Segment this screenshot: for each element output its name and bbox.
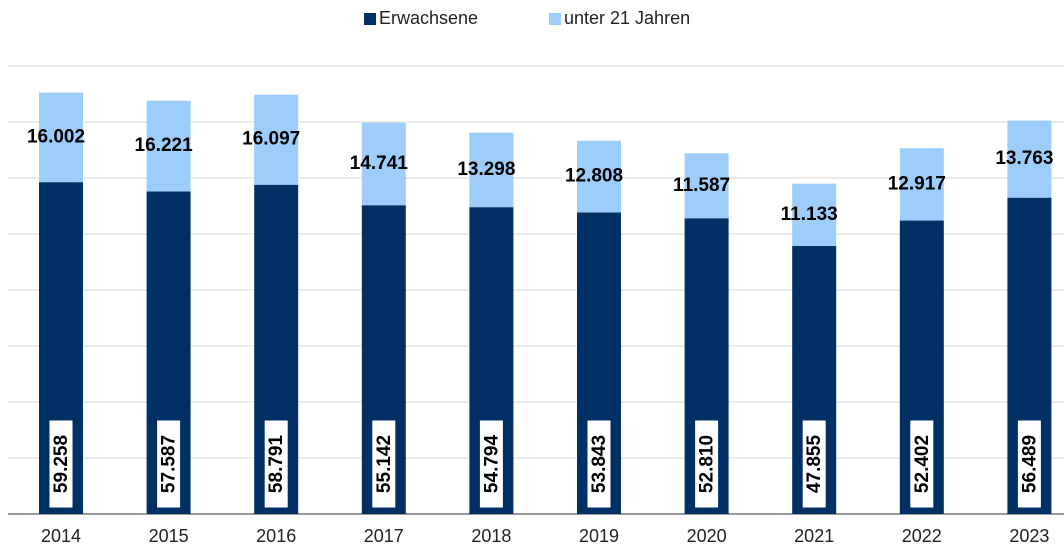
value-label: 16.097: [242, 129, 300, 150]
bar-segment: [469, 132, 514, 208]
legend-label: Erwachsene: [379, 8, 478, 28]
value-label-text: 57.587: [159, 435, 180, 493]
value-label-text: 52.402: [912, 435, 933, 493]
value-label: 47.855: [801, 419, 827, 509]
value-label-text: 54.794: [481, 435, 502, 494]
x-tick-label: 2016: [256, 526, 296, 546]
value-label-text: 58.791: [266, 435, 287, 494]
value-label-text: 56.489: [1019, 435, 1040, 493]
bar-segment: [1007, 120, 1052, 198]
value-label: 57.587: [156, 419, 182, 509]
value-label: 59.258: [48, 419, 74, 509]
bar-segment: [146, 100, 191, 192]
legend-swatch: [549, 13, 561, 25]
value-label-box: [909, 419, 935, 509]
value-label: 53.843: [586, 419, 612, 509]
value-label-text: 53.843: [589, 435, 610, 493]
value-label: 13.298: [457, 159, 515, 180]
value-label: 12.917: [888, 173, 946, 194]
value-label: 14.741: [350, 153, 409, 174]
value-label-text: 55.142: [374, 435, 395, 493]
value-label-box: [801, 419, 827, 509]
value-label-box: [156, 419, 182, 509]
legend-label: unter 21 Jahren: [564, 8, 690, 28]
bar-segment: [361, 122, 406, 206]
value-label-text: 59.258: [51, 435, 72, 493]
value-label: 13.763: [995, 148, 1053, 169]
value-label-box: [371, 419, 397, 509]
value-label: 11.133: [781, 204, 838, 225]
x-tick-label: 2023: [1009, 526, 1049, 546]
x-tick-label: 2014: [41, 526, 81, 546]
legend-swatch: [364, 13, 376, 25]
bar-segment: [254, 94, 299, 185]
bar-segment: [684, 153, 729, 219]
x-tick-label: 2018: [471, 526, 511, 546]
value-label-box: [1016, 419, 1042, 509]
value-label: 55.142: [371, 419, 397, 509]
value-label: 56.489: [1016, 419, 1042, 509]
value-label: 12.808: [565, 166, 623, 187]
value-label: 16.002: [27, 126, 85, 147]
bar-segment: [792, 183, 837, 247]
value-label: 52.402: [909, 419, 935, 509]
value-label: 54.794: [478, 419, 504, 509]
value-label: 52.810: [694, 419, 720, 509]
x-tick-label: 2021: [794, 526, 834, 546]
value-label-box: [48, 419, 74, 509]
value-label: 16.221: [135, 135, 194, 156]
value-label-text: 47.855: [804, 435, 825, 494]
x-tick-label: 2022: [902, 526, 942, 546]
value-label-box: [694, 419, 720, 509]
value-label: 11.587: [673, 175, 730, 196]
bar-segment: [899, 148, 944, 221]
x-tick-label: 2015: [149, 526, 189, 546]
bar-segment: [39, 92, 83, 183]
value-label-box: [586, 419, 612, 509]
value-label-box: [478, 419, 504, 509]
value-label-box: [263, 419, 289, 509]
x-tick-label: 2020: [687, 526, 727, 546]
bar-segment: [577, 140, 621, 213]
x-tick-label: 2017: [364, 526, 404, 546]
x-tick-label: 2019: [579, 526, 619, 546]
value-label-text: 52.810: [697, 435, 718, 493]
value-label: 58.791: [263, 419, 289, 509]
